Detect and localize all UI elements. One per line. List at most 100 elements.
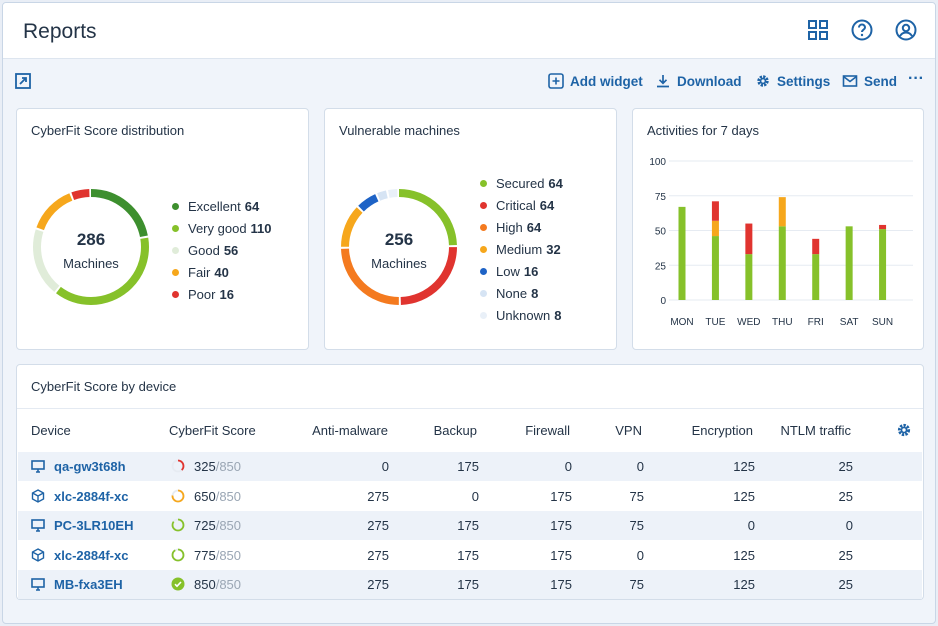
legend-value: 16 — [523, 263, 539, 279]
vulnerable-slice-secured[interactable] — [341, 189, 457, 305]
column-header-backup[interactable]: Backup — [433, 423, 477, 438]
send-button[interactable]: Send — [842, 73, 897, 89]
ntlm-cell: 25 — [838, 577, 853, 592]
table-settings-icon[interactable] — [896, 422, 912, 441]
expand-icon[interactable] — [15, 73, 31, 92]
bar-thu-segment-1[interactable] — [778, 197, 786, 227]
vpn-cell: 75 — [629, 518, 644, 533]
legend-item[interactable]: Good 56 — [172, 239, 272, 261]
legend-label: Unknown — [496, 307, 551, 323]
check-circle-icon — [171, 577, 185, 591]
encryption-cell: 0 — [747, 518, 755, 533]
download-button[interactable]: Download — [655, 73, 742, 89]
ntlm-cell: 25 — [838, 459, 853, 474]
firewall-cell: 175 — [550, 518, 572, 533]
score-value: 650/850 — [194, 489, 241, 504]
bar-tue-segment-2[interactable] — [711, 201, 719, 221]
ntlm-cell: 25 — [838, 547, 853, 563]
column-header-ntlm[interactable]: NTLM traffic — [780, 423, 851, 438]
vpn-cell: 0 — [636, 459, 644, 474]
column-header-firewall[interactable]: Firewall — [525, 423, 570, 438]
bar-tue-segment-1[interactable] — [711, 220, 719, 237]
antimalware-cell: 0 — [381, 459, 389, 474]
add-widget-button[interactable]: Add widget — [548, 73, 643, 89]
legend-item[interactable]: High 64 — [480, 216, 563, 238]
ntlm-cell: 0 — [845, 518, 853, 533]
column-header-vpn[interactable]: VPN — [615, 423, 642, 438]
legend-item[interactable]: Unknown 8 — [480, 304, 563, 326]
donut-total: 286 — [76, 230, 106, 249]
legend-item[interactable]: Medium 32 — [480, 238, 563, 260]
table-row[interactable]: MB-fxa3EH 850/850 275 175 175 75 125 25 — [18, 570, 922, 599]
legend-label: Low — [496, 263, 520, 279]
legend-item[interactable]: Low 16 — [480, 260, 563, 282]
device-link[interactable]: qa-gw3t68h — [54, 459, 126, 474]
cyberfit-slice-good[interactable] — [33, 189, 149, 305]
score-value: 775/850 — [194, 548, 241, 563]
activities-bar-chart: 0 25 50 75 100 MON TUE WED THU FRI SAT SUN — [649, 157, 913, 328]
cyberfit-donut — [33, 189, 149, 305]
bar-fri-segment-2[interactable] — [812, 238, 820, 255]
bar-wed-segment-2[interactable] — [745, 223, 753, 255]
legend-value: 64 — [539, 197, 555, 213]
legend-item[interactable]: Secured 64 — [480, 172, 563, 194]
desktop-icon — [31, 459, 45, 476]
bar-sun-segment-2[interactable] — [879, 224, 887, 230]
legend-dot — [480, 245, 487, 253]
page-title: Reports — [23, 20, 97, 43]
bar-sat-segment-0[interactable] — [845, 226, 853, 300]
device-link[interactable]: PC-3LR10EH — [54, 518, 134, 533]
help-icon[interactable] — [851, 19, 873, 41]
score-ring-icon — [171, 548, 185, 562]
desktop-icon — [31, 577, 45, 594]
settings-button[interactable]: Settings — [755, 73, 830, 89]
bar-sun-segment-0[interactable] — [879, 229, 887, 300]
backup-cell: 175 — [457, 518, 479, 533]
encryption-cell: 125 — [733, 547, 755, 563]
column-header-antimalware[interactable]: Anti-malware — [312, 423, 388, 438]
column-header-encryption[interactable]: Encryption — [691, 423, 753, 438]
account-icon[interactable] — [895, 19, 917, 41]
device-link[interactable]: xlc-2884f-xc — [54, 488, 129, 504]
table-row[interactable]: xlc-2884f-xc 775/850 275 175 175 0 125 25 — [18, 541, 922, 570]
bar-thu-segment-0[interactable] — [778, 226, 786, 300]
cyberfit-slice-excellent[interactable] — [33, 189, 149, 305]
score-ring-icon — [171, 459, 185, 473]
legend-item[interactable]: Critical 64 — [480, 194, 563, 216]
vulnerable-legend: Secured 64 Critical 64 High 64 Medium 32 Low 16 No… — [480, 172, 563, 326]
encryption-cell: 125 — [733, 577, 755, 592]
card-title: CyberFit Score distribution — [31, 123, 185, 138]
legend-item[interactable]: Very good 110 — [172, 217, 272, 239]
card-title: Vulnerable machines — [339, 123, 460, 138]
legend-item[interactable]: Fair 40 — [172, 261, 272, 283]
vulnerable-machines-card: Vulnerable machines 256 Machines Secured… — [324, 108, 617, 350]
grid-icon[interactable] — [807, 19, 829, 41]
donut-total-label: Machines — [371, 256, 427, 271]
legend-item[interactable]: None 8 — [480, 282, 563, 304]
legend-label: Poor — [188, 286, 216, 302]
bar-tue-segment-0[interactable] — [711, 236, 719, 300]
bar-mon-segment-0[interactable] — [678, 206, 686, 300]
device-link[interactable]: xlc-2884f-xc — [54, 547, 129, 563]
vpn-cell: 0 — [636, 547, 644, 563]
legend-item[interactable]: Poor 16 — [172, 283, 272, 305]
bar-fri-segment-0[interactable] — [812, 254, 820, 300]
legend-value: 40 — [214, 264, 229, 280]
legend-dot — [480, 289, 487, 297]
score-value: 325/850 — [194, 459, 241, 474]
legend-dot — [172, 224, 179, 232]
ntlm-cell: 25 — [838, 488, 853, 504]
table-row[interactable]: xlc-2884f-xc 650/850 275 0 175 75 125 25 — [18, 482, 922, 511]
column-header-score[interactable]: CyberFit Score — [169, 423, 256, 438]
table-row[interactable]: PC-3LR10EH 725/850 275 175 175 75 0 0 — [18, 511, 922, 540]
bar-wed-segment-0[interactable] — [745, 254, 753, 300]
antimalware-cell: 275 — [367, 488, 389, 504]
legend-label: Excellent — [188, 198, 241, 214]
legend-item[interactable]: Excellent 64 — [172, 195, 272, 217]
table-row[interactable]: qa-gw3t68h 325/850 0 175 0 0 125 25 — [18, 452, 922, 481]
device-link[interactable]: MB-fxa3EH — [54, 577, 123, 592]
cyberfit-slice-very-good[interactable] — [33, 189, 149, 305]
donut-total: 256 — [384, 230, 414, 249]
column-header-device[interactable]: Device — [31, 423, 71, 438]
more-button[interactable]: ··· — [908, 70, 924, 88]
